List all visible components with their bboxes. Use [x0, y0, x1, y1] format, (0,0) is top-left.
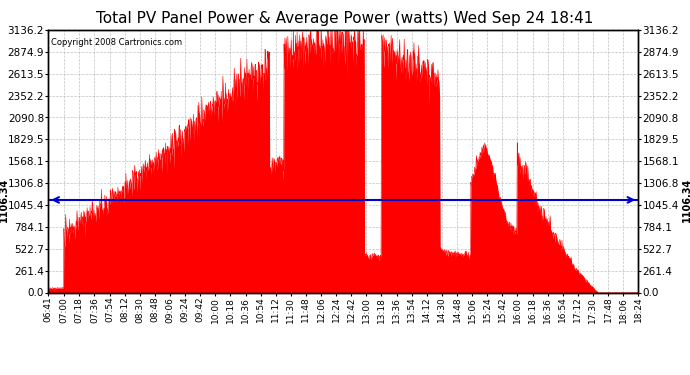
- Text: Total PV Panel Power & Average Power (watts) Wed Sep 24 18:41: Total PV Panel Power & Average Power (wa…: [97, 11, 593, 26]
- Text: 1106.34: 1106.34: [682, 178, 690, 222]
- Text: 1106.34: 1106.34: [0, 178, 8, 222]
- Text: Copyright 2008 Cartronics.com: Copyright 2008 Cartronics.com: [51, 38, 182, 47]
